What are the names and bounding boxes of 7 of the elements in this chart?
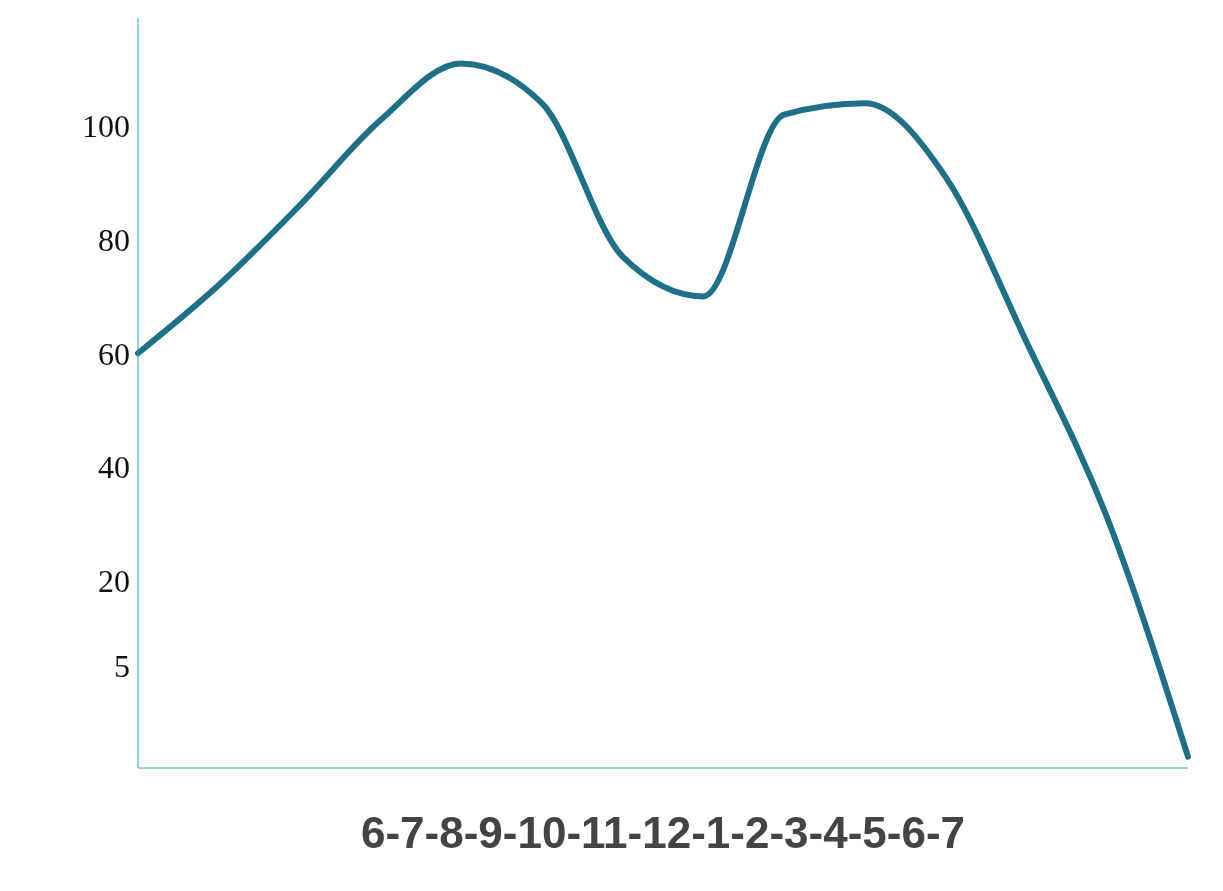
y-tick-label: 60	[98, 335, 130, 372]
y-tick-label: 80	[98, 221, 130, 258]
y-tick-label: 5	[114, 648, 130, 685]
y-tick-label: 100	[82, 108, 130, 145]
y-tick-label: 20	[98, 562, 130, 599]
x-axis-title: 6-7-8-9-10-11-12-1-2-3-4-5-6-7	[360, 808, 966, 857]
y-tick-label: 40	[98, 449, 130, 486]
